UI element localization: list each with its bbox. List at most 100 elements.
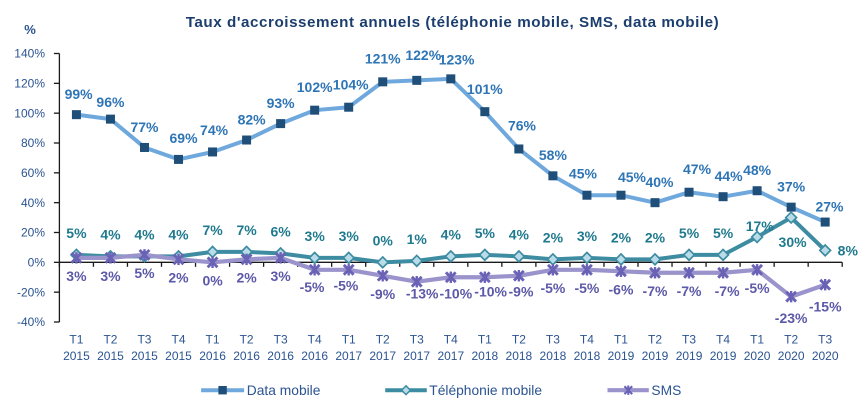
svg-text:T4: T4 [716, 333, 730, 347]
svg-text:2017: 2017 [437, 349, 464, 363]
svg-text:37%: 37% [777, 179, 806, 195]
svg-text:Taux d'accroissement annuels (: Taux d'accroissement annuels (téléphonie… [186, 14, 719, 31]
svg-text:2018: 2018 [540, 349, 567, 363]
svg-text:5%: 5% [475, 225, 496, 241]
svg-text:100%: 100% [14, 106, 45, 120]
svg-text:2017: 2017 [335, 349, 362, 363]
svg-text:2%: 2% [543, 230, 564, 246]
svg-text:-10%: -10% [439, 286, 472, 302]
svg-text:2%: 2% [611, 230, 632, 246]
svg-text:30%: 30% [779, 234, 808, 250]
svg-text:2016: 2016 [199, 349, 226, 363]
svg-text:2019: 2019 [710, 349, 737, 363]
svg-text:93%: 93% [267, 95, 296, 111]
svg-text:2%: 2% [168, 270, 189, 286]
svg-text:T3: T3 [137, 333, 151, 347]
svg-text:-5%: -5% [540, 280, 565, 296]
svg-text:101%: 101% [467, 81, 503, 97]
svg-text:2017: 2017 [403, 349, 430, 363]
svg-text:2018: 2018 [471, 349, 498, 363]
svg-text:7%: 7% [202, 222, 223, 238]
svg-text:4%: 4% [134, 227, 155, 243]
svg-text:-5%: -5% [300, 279, 325, 295]
svg-text:69%: 69% [170, 130, 199, 146]
svg-text:T4: T4 [308, 333, 322, 347]
svg-text:20%: 20% [21, 226, 45, 240]
svg-text:122%: 122% [405, 47, 441, 63]
svg-text:96%: 96% [96, 94, 125, 110]
svg-text:-5%: -5% [333, 277, 358, 293]
svg-text:17%: 17% [746, 218, 775, 234]
svg-text:-40%: -40% [17, 315, 45, 329]
svg-text:-10%: -10% [474, 283, 507, 299]
svg-text:4%: 4% [509, 227, 530, 243]
svg-text:T1: T1 [478, 333, 492, 347]
svg-text:58%: 58% [539, 147, 568, 163]
svg-text:102%: 102% [297, 79, 333, 95]
svg-text:-9%: -9% [370, 286, 395, 302]
svg-text:-5%: -5% [574, 280, 599, 296]
svg-text:T3: T3 [682, 333, 696, 347]
svg-text:2%: 2% [236, 270, 257, 286]
svg-text:3%: 3% [577, 228, 598, 244]
svg-text:4%: 4% [100, 227, 121, 243]
svg-text:-13%: -13% [406, 286, 439, 302]
svg-text:2020: 2020 [812, 349, 839, 363]
svg-text:3%: 3% [339, 228, 360, 244]
svg-text:T2: T2 [376, 333, 390, 347]
svg-text:T1: T1 [614, 333, 628, 347]
svg-text:76%: 76% [508, 117, 537, 133]
svg-text:2018: 2018 [506, 349, 533, 363]
svg-text:4%: 4% [168, 227, 189, 243]
svg-text:121%: 121% [365, 51, 401, 67]
svg-text:-6%: -6% [609, 282, 634, 298]
svg-text:74%: 74% [200, 122, 229, 138]
svg-text:-9%: -9% [509, 283, 534, 299]
svg-text:2020: 2020 [778, 349, 805, 363]
svg-text:123%: 123% [439, 51, 475, 67]
svg-text:T3: T3 [546, 333, 560, 347]
svg-text:2015: 2015 [63, 349, 90, 363]
svg-text:27%: 27% [815, 198, 844, 214]
svg-text:60%: 60% [21, 166, 45, 180]
svg-text:3%: 3% [100, 268, 121, 284]
svg-text:-5%: -5% [745, 280, 770, 296]
svg-text:0%: 0% [373, 233, 394, 249]
svg-text:T1: T1 [69, 333, 83, 347]
svg-text:SMS: SMS [651, 383, 681, 398]
svg-text:T2: T2 [512, 333, 526, 347]
svg-text:T2: T2 [648, 333, 662, 347]
svg-text:4%: 4% [441, 227, 462, 243]
svg-text:2017: 2017 [369, 349, 396, 363]
svg-text:T4: T4 [172, 333, 186, 347]
svg-text:2015: 2015 [165, 349, 192, 363]
svg-text:2016: 2016 [301, 349, 328, 363]
svg-text:T1: T1 [342, 333, 356, 347]
svg-text:2018: 2018 [574, 349, 601, 363]
svg-text:5%: 5% [134, 265, 155, 281]
svg-text:6%: 6% [271, 224, 292, 240]
svg-text:2019: 2019 [608, 349, 635, 363]
svg-text:T4: T4 [444, 333, 458, 347]
svg-text:T3: T3 [410, 333, 424, 347]
svg-text:45%: 45% [618, 169, 647, 185]
svg-text:2016: 2016 [267, 349, 294, 363]
svg-text:Data mobile: Data mobile [247, 383, 321, 398]
svg-text:8%: 8% [838, 242, 859, 258]
svg-text:5%: 5% [679, 225, 700, 241]
svg-text:0%: 0% [28, 256, 46, 270]
svg-text:-20%: -20% [17, 285, 45, 299]
svg-text:80%: 80% [21, 136, 45, 150]
svg-text:2015: 2015 [131, 349, 158, 363]
svg-text:99%: 99% [65, 86, 94, 102]
svg-text:40%: 40% [645, 174, 674, 190]
svg-text:1%: 1% [407, 231, 428, 247]
svg-text:120%: 120% [14, 77, 45, 91]
svg-text:T2: T2 [103, 333, 117, 347]
svg-text:48%: 48% [743, 162, 772, 178]
svg-text:5%: 5% [713, 225, 734, 241]
svg-text:T3: T3 [274, 333, 288, 347]
svg-text:Téléphonie mobile: Téléphonie mobile [429, 383, 542, 398]
svg-text:-23%: -23% [775, 310, 808, 326]
svg-text:-7%: -7% [643, 283, 668, 299]
